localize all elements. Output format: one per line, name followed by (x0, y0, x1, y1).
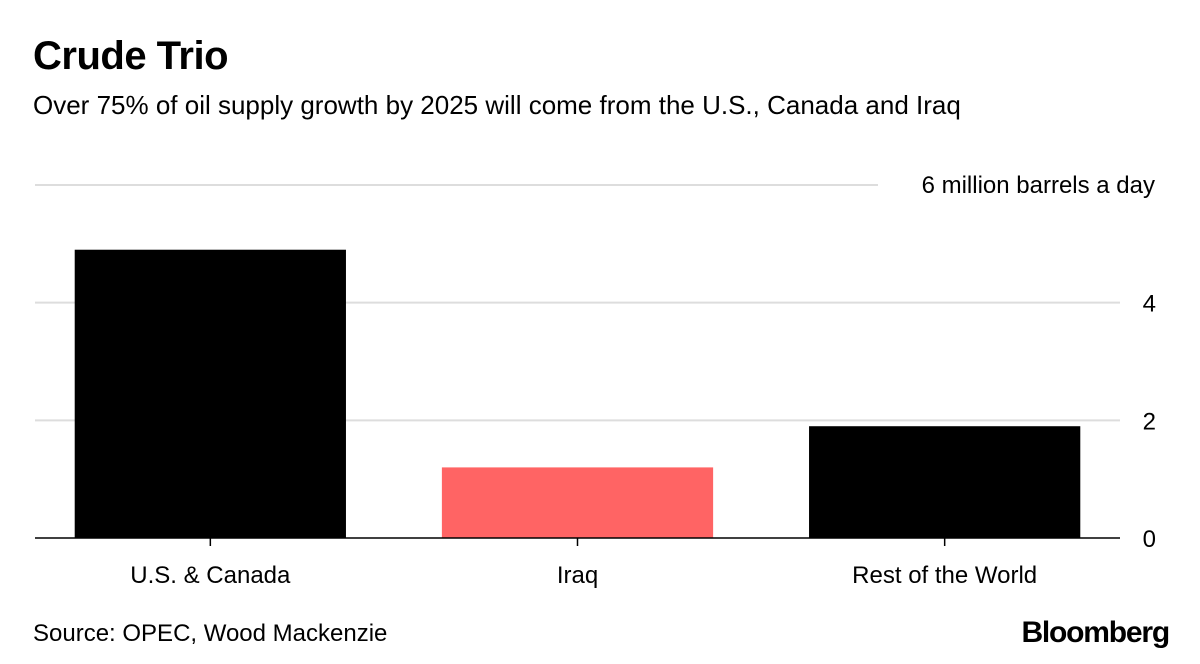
bars (74, 249, 1081, 538)
y-tick-labels: 6 million barrels a day 0 2 4 (922, 172, 1156, 553)
bar (74, 249, 346, 538)
bloomberg-logo: Bloomberg (1021, 616, 1170, 649)
x-axis (35, 537, 1120, 546)
source-note: Source: OPEC, Wood Mackenzie (33, 620, 388, 647)
y-tick-label: 4 (1143, 291, 1156, 318)
x-tick-label: Iraq (557, 562, 598, 589)
x-tick-labels: U.S. & Canada Iraq Rest of the World (130, 562, 1037, 589)
bar (441, 467, 714, 538)
chart-title: Crude Trio (33, 34, 229, 78)
x-tick-label: U.S. & Canada (130, 562, 291, 589)
x-tick-label: Rest of the World (852, 562, 1037, 589)
bar (809, 426, 1081, 538)
y-tick-label: 0 (1143, 526, 1156, 553)
y-tick-label-top: 6 million barrels a day (922, 172, 1155, 199)
y-tick-label: 2 (1143, 408, 1156, 435)
chart-subtitle: Over 75% of oil supply growth by 2025 wi… (33, 90, 961, 120)
